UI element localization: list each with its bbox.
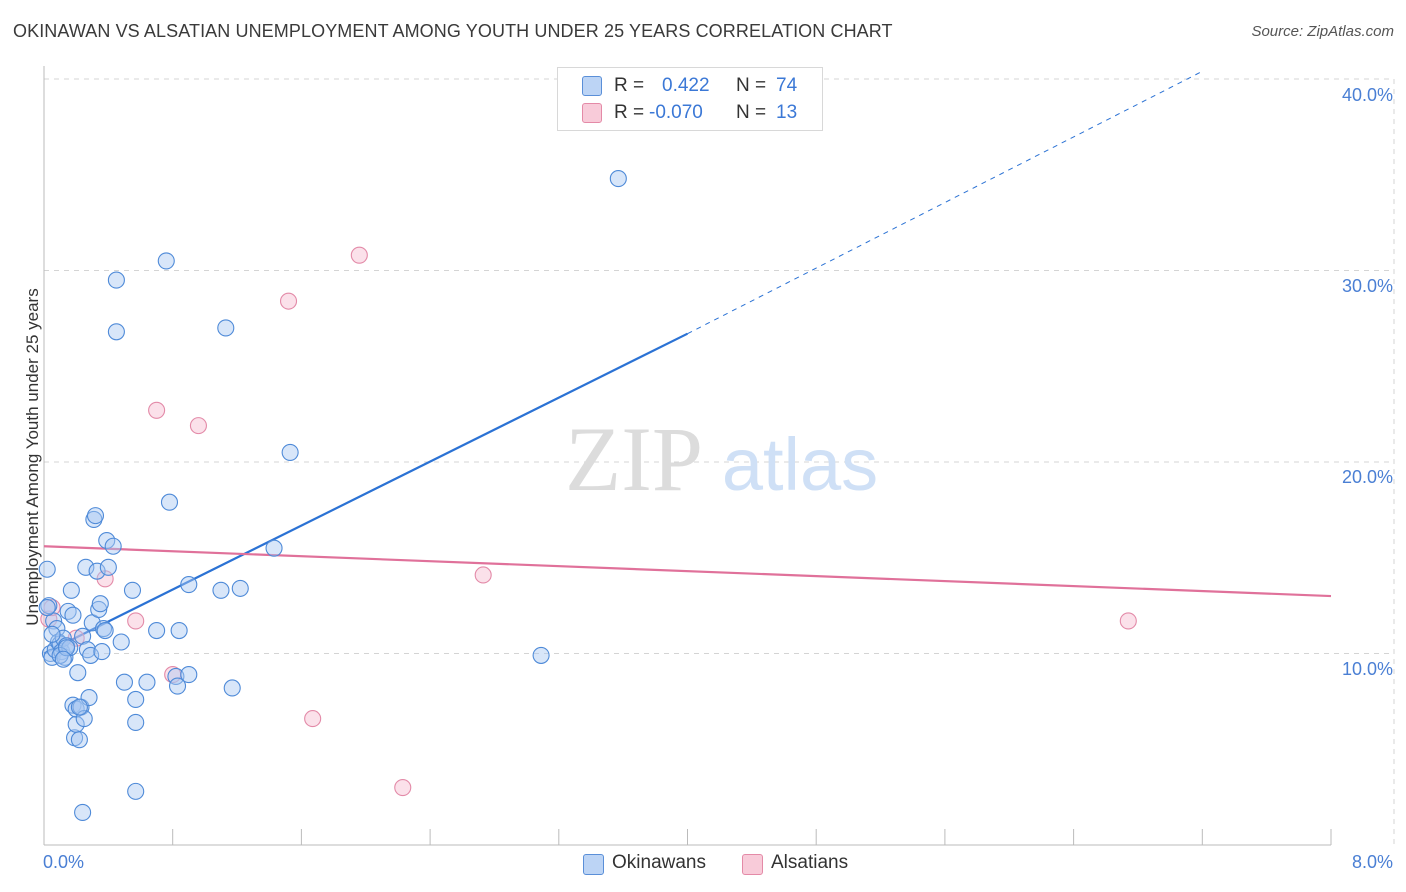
n-label: N =	[736, 102, 767, 123]
axes	[43, 66, 1332, 846]
okinawans-point	[38, 598, 56, 617]
n-value: 74	[776, 75, 798, 96]
okinawans-point	[93, 643, 111, 661]
x-tick-max: 8.0%	[1351, 852, 1393, 872]
okinawans-point	[168, 677, 187, 695]
okinawans-point	[86, 507, 105, 525]
okinawans-point	[69, 664, 87, 682]
correlation-legend: R = 0.422 N = 74 R = -0.070 N = 13	[557, 67, 823, 131]
okinawans-label: Okinawans	[612, 852, 706, 873]
alsatians-point	[1119, 612, 1137, 630]
y-tick-20: 20.0%	[1341, 467, 1393, 487]
okinawans-point	[231, 579, 249, 597]
okinawans-point	[180, 666, 198, 684]
okinawans-point	[38, 560, 56, 578]
okinawans-point	[64, 606, 82, 624]
okinawans-point	[62, 581, 80, 599]
okinawans-point	[70, 698, 88, 716]
okinawans-point	[170, 621, 188, 640]
okinawans-point	[99, 558, 117, 576]
alsatians-point	[394, 778, 412, 797]
r-value: 0.422	[662, 75, 710, 96]
okinawans-point	[609, 170, 627, 188]
okinawans-point	[157, 252, 175, 270]
alsatians-label: Alsatians	[771, 852, 849, 873]
alsatians-point	[127, 612, 145, 630]
r-value: -0.070	[649, 102, 703, 123]
okinawans-point	[88, 562, 106, 580]
okinawans-point	[112, 633, 130, 651]
okinawans-point	[127, 713, 145, 731]
alsatians-trend-line	[43, 545, 1332, 598]
okinawans-point	[82, 646, 100, 664]
okinawans-trend-line	[43, 332, 688, 655]
okinawans-point	[96, 621, 114, 640]
okinawans-point	[223, 679, 241, 697]
okinawans-point	[115, 673, 133, 691]
watermark: ZIP atlas	[565, 408, 878, 510]
alsatians-point	[189, 417, 207, 435]
watermark-zip: ZIP	[565, 408, 703, 510]
scatter-points	[38, 170, 1137, 821]
okinawans-point	[123, 581, 142, 599]
r-label: R =	[614, 75, 645, 96]
y-axis-label: Unemployment Among Youth under 25 years	[23, 288, 42, 626]
okinawans-point	[281, 443, 299, 461]
okinawans-point	[43, 625, 61, 643]
y-tick-40: 40.0%	[1341, 85, 1393, 105]
okinawans-point	[74, 803, 92, 821]
okinawans-swatch	[583, 854, 604, 875]
trend-lines	[43, 70, 1332, 655]
okinawans-trend-extension	[687, 70, 1203, 335]
okinawans-point	[70, 731, 88, 749]
okinawans-point	[54, 650, 72, 668]
okinawans-point	[212, 581, 230, 599]
source-label: Source: ZipAtlas.com	[1251, 23, 1394, 40]
okinawans-point	[90, 600, 108, 619]
okinawans-point	[104, 537, 122, 555]
x-tick-min: 0.0%	[43, 852, 85, 872]
okinawans-point	[532, 646, 550, 664]
chart-title: OKINAWAN VS ALSATIAN UNEMPLOYMENT AMONG …	[13, 21, 893, 41]
okinawans-swatch	[582, 76, 602, 96]
r-label: R =	[614, 102, 645, 123]
alsatians-swatch	[742, 854, 763, 875]
okinawans-point	[180, 576, 198, 594]
okinawans-point	[77, 558, 95, 576]
y-tick-10: 10.0%	[1341, 659, 1393, 679]
alsatians-point	[304, 710, 322, 728]
alsatians-point	[148, 401, 166, 419]
watermark-atlas: atlas	[722, 423, 878, 506]
okinawans-point	[160, 493, 179, 511]
grid	[44, 78, 1395, 845]
alsatians-point	[350, 246, 368, 264]
okinawans-point	[91, 595, 109, 613]
alsatians-point	[474, 566, 492, 584]
alsatians-swatch	[582, 103, 602, 123]
n-label: N =	[736, 75, 767, 96]
alsatians-point	[279, 292, 298, 310]
okinawans-point	[127, 690, 145, 709]
okinawans-point	[148, 621, 166, 640]
okinawans-point	[98, 531, 116, 550]
okinawans-point	[107, 323, 125, 341]
okinawans-point	[74, 627, 92, 645]
okinawans-point	[217, 319, 235, 337]
okinawans-point	[138, 673, 156, 691]
okinawans-point	[265, 539, 283, 557]
okinawans-point	[107, 271, 125, 289]
n-value: 13	[776, 102, 798, 123]
okinawans-point	[127, 782, 145, 800]
y-tick-30: 30.0%	[1341, 276, 1393, 296]
